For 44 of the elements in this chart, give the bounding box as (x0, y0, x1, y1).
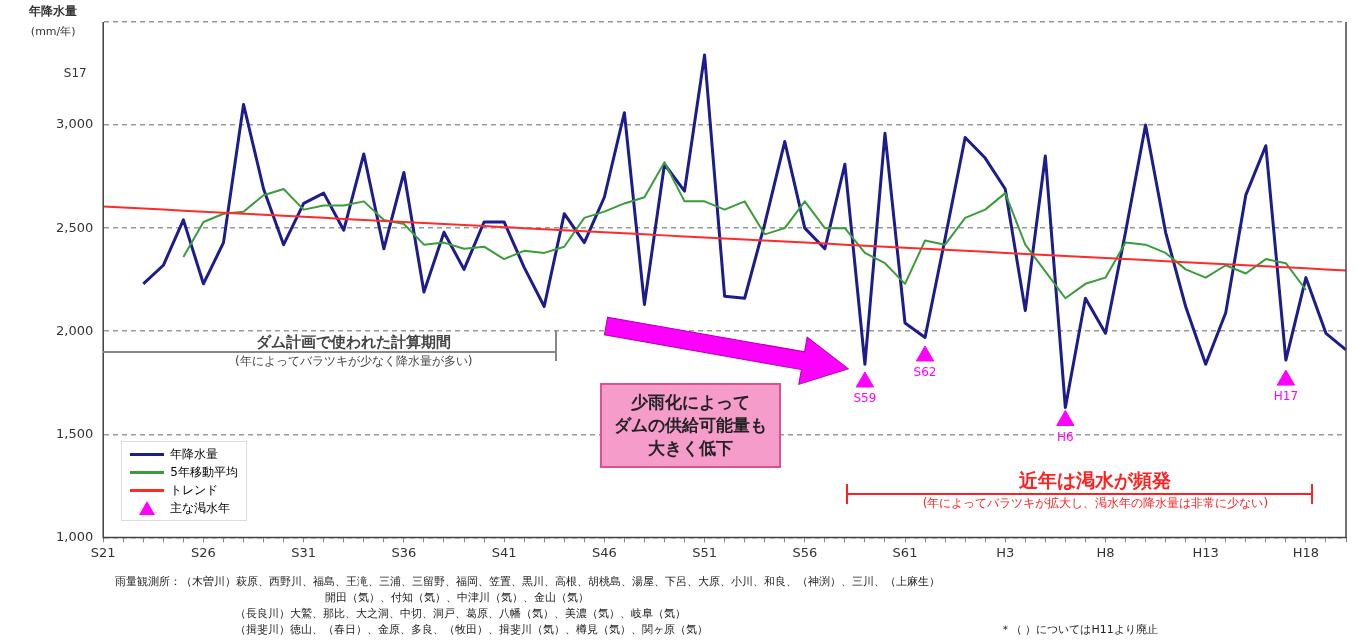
point (915, 345, 935, 362)
legend-label: 5年移動平均 (170, 463, 238, 481)
legend-label: 主な渇水年 (170, 499, 231, 517)
annotation: 少雨化によって (630, 390, 752, 414)
x-tick-label: S61 (892, 544, 918, 560)
annotation: (年によってバラツキが少なく降水量が多い) (235, 353, 473, 368)
annotation: (年によってバラツキが拡大し、渇水年の降水量は非常に少ない) (922, 495, 1269, 510)
x-tick-label: S31 (291, 544, 317, 560)
x-tick-label: S51 (692, 544, 717, 560)
point (1276, 369, 1296, 386)
point (1056, 410, 1075, 427)
annotation: 近年は渇水が頻発 (1018, 469, 1172, 492)
text: 開田（気）、付知（気）、中津川（気）、金山（気） (325, 590, 589, 605)
text: 雨量観測所：（木曽川）萩原、西野川、福島、王滝、三浦、三留野、福岡、笠置、黒川、高根、胡桃島、湯屋、下呂、大原、小川、和良、（神渕）、三川、（上麻生） (115, 574, 940, 589)
x-tick-label: S41 (491, 544, 517, 560)
y-tick-label: 2,000 (56, 322, 94, 338)
x-tick-label: H13 (1192, 544, 1219, 560)
y-tick-label: 2,500 (56, 219, 94, 235)
annotation: S59 (853, 391, 877, 406)
y-tick-label: 3,000 (56, 116, 94, 132)
annotation: H17 (1273, 389, 1299, 404)
annotation: 大きく低下 (647, 436, 735, 460)
legend-label: トレンド (170, 481, 219, 499)
x-tick-label: H3 (996, 544, 1015, 560)
x-tick-label: S21 (90, 544, 116, 560)
annotation: ダムの供給可能量も (614, 413, 768, 437)
x-tick-label: H8 (1096, 544, 1115, 560)
x-tick-label: H18 (1292, 544, 1320, 560)
text: （長良川）大鷲、那比、大之洞、中切、洞戸、葛原、八幡（気）、美濃（気）、岐阜（気） (235, 606, 686, 621)
y-tick-label: 1,000 (56, 528, 94, 544)
text: S17 (63, 66, 87, 81)
annotation: H6 (1057, 429, 1074, 444)
x-tick-label: S36 (391, 544, 417, 560)
text: （揖斐川）徳山、（春日）、金原、多良、（牧田）、揖斐川（気）、樽見（気）、関ヶ原（気） (235, 622, 708, 637)
x-tick-label: S56 (792, 544, 818, 560)
y-tick-label: 1,500 (56, 425, 94, 441)
x-tick-label: S26 (191, 544, 216, 560)
text: ＊（ ）についてはH11より廃止 (1000, 622, 1158, 637)
y-axis-title: 年降水量 (mm/年) (28, 4, 78, 38)
legend-label: 年降水量 (170, 445, 219, 463)
annotation: ダム計画で使われた計算期間 (256, 333, 452, 352)
x-tick-label: S46 (591, 544, 617, 560)
point (855, 371, 875, 388)
annotation: S62 (913, 365, 937, 380)
